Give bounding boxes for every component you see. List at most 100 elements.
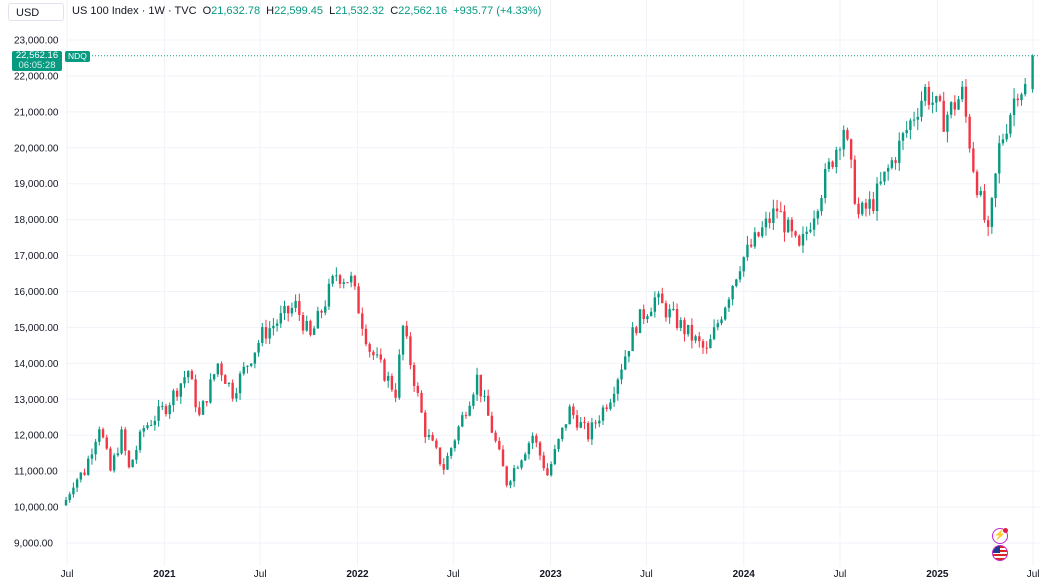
y-tick-label: 16,000.00	[14, 287, 59, 298]
candle-body	[931, 102, 934, 105]
low-value: 21,532.32	[335, 5, 385, 17]
candle-body	[627, 351, 631, 357]
x-tick-label: 2023	[539, 569, 562, 580]
last-price-value: 22,562.16	[15, 50, 59, 61]
candle	[379, 348, 382, 363]
candle-body	[712, 327, 716, 340]
candle	[746, 235, 749, 261]
candle	[557, 438, 560, 453]
x-tick-label: Jul	[640, 569, 653, 580]
currency-selector[interactable]: USD	[8, 3, 64, 21]
candle	[449, 447, 453, 459]
candle-body	[738, 271, 742, 280]
candle-body	[727, 299, 731, 308]
candle	[579, 416, 582, 429]
candle	[575, 409, 579, 431]
candle	[327, 278, 331, 310]
candle	[890, 157, 894, 170]
candle-body	[205, 401, 208, 403]
candle	[627, 350, 631, 363]
candle	[290, 302, 294, 317]
candle	[142, 425, 145, 438]
candle	[383, 358, 386, 382]
candle-body	[557, 439, 560, 450]
candle	[209, 373, 212, 404]
candle-body	[998, 143, 1001, 174]
candle	[283, 300, 286, 320]
candle	[549, 461, 553, 477]
candle	[772, 199, 775, 230]
candle	[764, 211, 768, 236]
candle-body	[416, 385, 420, 393]
candle	[312, 325, 316, 336]
candle	[75, 477, 79, 493]
candle	[686, 324, 690, 337]
candle	[390, 373, 394, 393]
candle	[609, 398, 612, 411]
candle-body	[312, 328, 316, 335]
candle-body	[705, 347, 708, 349]
candle-body	[279, 313, 282, 324]
candle-body	[361, 313, 364, 329]
candle-body	[538, 442, 542, 456]
candle	[72, 482, 75, 498]
candle-body	[283, 306, 286, 314]
candle	[631, 322, 634, 352]
candle	[820, 194, 823, 216]
candle-body	[90, 454, 94, 459]
candle	[275, 319, 279, 332]
candle-body	[461, 415, 464, 427]
candle	[827, 158, 831, 173]
candle	[479, 374, 482, 403]
candle	[868, 191, 871, 216]
candle	[338, 273, 342, 289]
open-label: O	[202, 5, 212, 17]
candle	[64, 496, 68, 506]
candle	[298, 293, 301, 322]
candle	[305, 315, 308, 332]
candle	[201, 399, 205, 415]
candle	[342, 278, 345, 289]
candle	[742, 256, 745, 277]
candle	[898, 132, 901, 171]
candle-body	[75, 479, 79, 488]
candle-body	[386, 375, 390, 381]
candle-body	[494, 432, 497, 441]
candle-body	[101, 429, 105, 438]
x-tick-label: 2021	[153, 569, 176, 580]
candle-body	[746, 244, 749, 258]
candle	[783, 205, 786, 242]
candle	[168, 402, 171, 419]
candle	[316, 306, 320, 329]
candle	[720, 316, 723, 326]
candle	[664, 300, 668, 322]
low-label: L	[329, 5, 336, 17]
candle	[546, 463, 549, 476]
candle-body	[294, 300, 297, 308]
high-label: H	[266, 5, 275, 17]
candle-body	[898, 140, 901, 163]
x-tick-label: Jul	[834, 569, 847, 580]
candle	[427, 429, 431, 440]
candle-body	[638, 309, 642, 333]
candle	[509, 479, 512, 489]
candle	[749, 238, 753, 248]
candle	[731, 285, 734, 306]
candle	[668, 304, 671, 324]
candle-body	[923, 86, 927, 101]
candle	[1016, 93, 1019, 107]
candle	[527, 441, 531, 460]
candle	[205, 401, 208, 407]
candle	[816, 209, 819, 225]
candle	[690, 318, 694, 349]
flash-icon[interactable]: ⚡	[992, 528, 1008, 544]
us-flag-icon[interactable]	[992, 545, 1008, 561]
candle-body	[509, 481, 512, 486]
legend-header: US 100 Index · 1W · TVC O21,632.78 H22,5…	[72, 5, 541, 17]
candle	[701, 338, 705, 354]
candle-body	[1009, 115, 1012, 134]
candle-body	[468, 405, 471, 416]
candle	[653, 291, 657, 318]
candle	[879, 172, 882, 186]
